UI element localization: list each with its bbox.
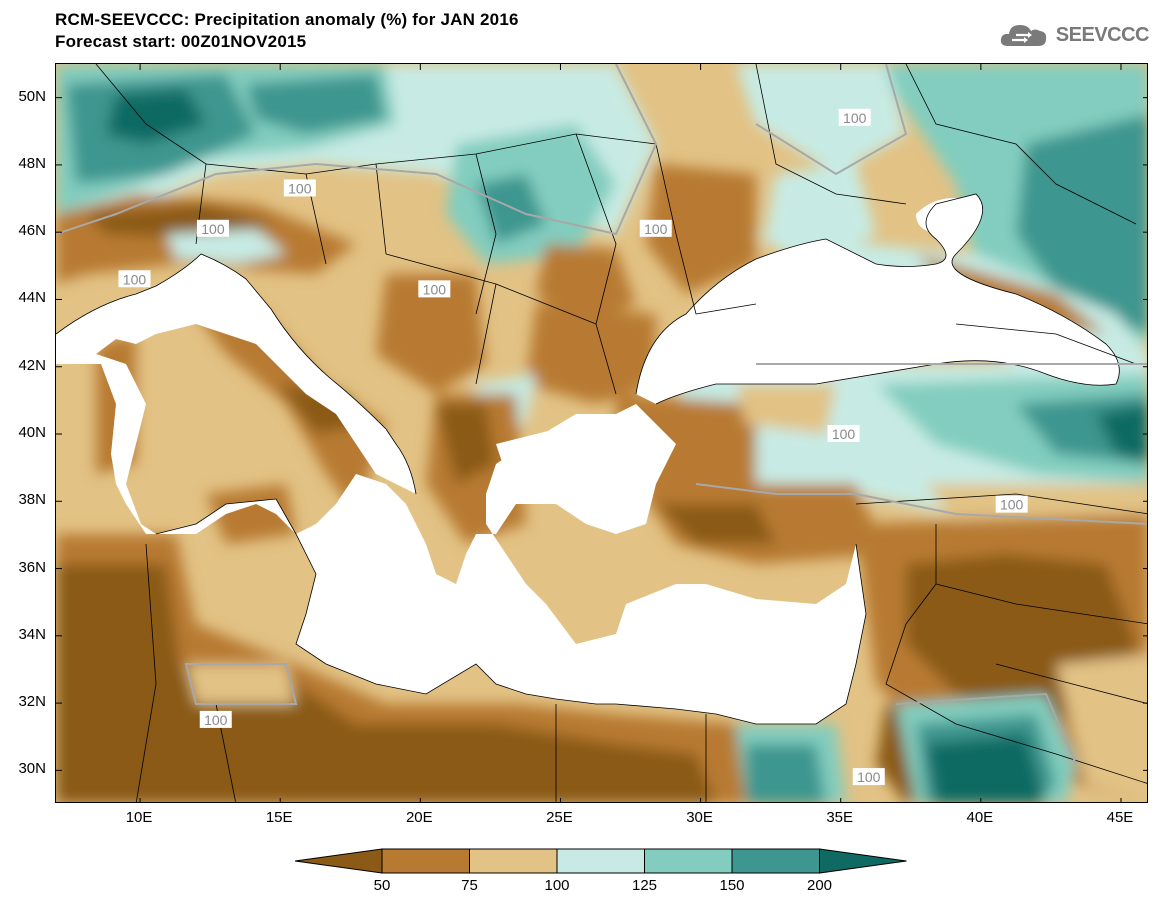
seevccc-logo: SEEVCCC [998, 20, 1150, 50]
lat-tick-label: 46N [18, 222, 46, 240]
contour-label: 100 [199, 710, 232, 728]
colorbar-segment [469, 848, 558, 874]
svg-text:100: 100 [857, 769, 881, 785]
colorbar-segment [819, 848, 907, 874]
lon-tick-label: 10E [125, 809, 153, 826]
lat-tick-label: 38N [18, 491, 46, 509]
svg-text:100: 100 [644, 221, 668, 237]
contour-label: 100 [196, 219, 229, 237]
colorbar-segment [731, 848, 820, 874]
svg-text:100: 100 [288, 180, 312, 196]
colorbar-segment [556, 848, 645, 874]
svg-text:100: 100 [204, 712, 228, 728]
anomaly-field [56, 64, 1147, 802]
svg-text:100: 100 [201, 221, 225, 237]
colorbar-label: 50 [373, 877, 391, 894]
contour-label: 100 [838, 108, 871, 126]
lon-tick-label: 30E [686, 809, 713, 826]
contour-100 [56, 64, 1147, 765]
lon-tick-label: 35E [826, 809, 854, 826]
colorbar-label: 75 [461, 877, 478, 894]
colorbar-segment [644, 848, 733, 874]
lat-tick-label: 40N [18, 424, 46, 441]
lon-tick-label: 45E [1106, 809, 1134, 826]
colorbar-label: 150 [719, 877, 745, 894]
colorbar-label: 125 [631, 877, 658, 894]
lat-tick-label: 34N [18, 625, 46, 643]
svg-text:100: 100 [1000, 497, 1024, 513]
logo-text: SEEVCCC [1055, 23, 1150, 46]
lon-tick-label: 40E [966, 809, 994, 826]
chart-subtitle: Forecast start: 00Z01NOV2015 [55, 32, 307, 51]
contour-label: 100 [118, 270, 151, 288]
map-panel: 100 100 100 100 100 100 100 100 100 100 [55, 63, 1148, 803]
lon-tick-label: 25E [546, 809, 573, 826]
sea-mask [56, 194, 1120, 724]
contour-label: 100 [827, 425, 860, 442]
lat-tick-label: 44N [18, 289, 46, 307]
svg-text:100: 100 [123, 271, 147, 287]
contour-label: 100 [418, 280, 451, 298]
borders [56, 64, 1147, 802]
colorbar-label: 200 [806, 877, 833, 894]
lat-tick-label: 50N [18, 87, 46, 105]
lat-tick-label: 48N [18, 154, 46, 172]
lat-tick-label: 30N [18, 760, 46, 778]
colorbar-segment [381, 848, 470, 874]
contour-label: 100 [639, 219, 672, 237]
lon-tick-label: 20E [405, 809, 433, 826]
svg-text:100: 100 [832, 426, 856, 442]
lon-tick-label: 15E [265, 809, 293, 826]
svg-text:100: 100 [843, 110, 867, 126]
chart-title: RCM-SEEVCCC: Precipitation anomaly (%) f… [55, 10, 519, 29]
lat-tick-label: 32N [18, 693, 46, 711]
contour-label: 100 [995, 495, 1028, 513]
lat-tick-label: 36N [18, 558, 46, 576]
contour-labels: 100 100 100 100 100 100 100 100 100 100 [118, 108, 1028, 786]
anomaly-map: 100 100 100 100 100 100 100 100 100 100 [56, 64, 1147, 802]
colorbar-label: 100 [544, 877, 570, 894]
colorbar-legend [295, 848, 907, 874]
svg-text:100: 100 [423, 281, 447, 297]
colorbar-segment [295, 848, 383, 874]
cloud-icon [1000, 25, 1046, 46]
contour-label: 100 [852, 768, 885, 786]
lat-tick-label: 42N [18, 356, 46, 374]
contour-label: 100 [283, 179, 316, 197]
